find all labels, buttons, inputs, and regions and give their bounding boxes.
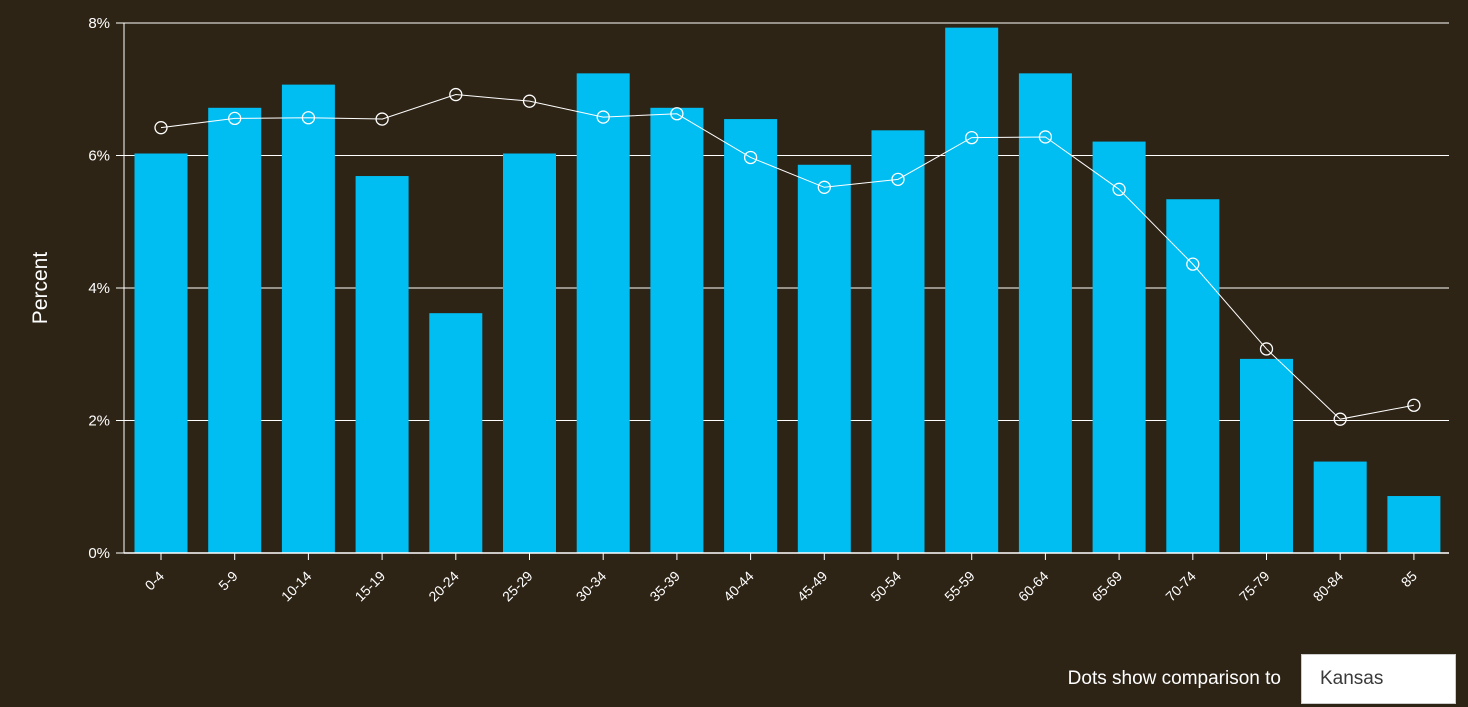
y-tick-label: 6%	[88, 148, 110, 165]
x-tick-label: 60-64	[1015, 568, 1052, 605]
comparison-dot-65-69	[1112, 182, 1126, 196]
bar-50-54	[871, 130, 925, 553]
x-tick-label: 50-54	[867, 568, 904, 605]
x-tick-label: 45-49	[794, 568, 831, 605]
x-tick-label: 40-44	[720, 568, 757, 605]
x-tick-label: 0-4	[141, 568, 167, 594]
comparison-dot-60-64	[1038, 130, 1053, 144]
x-tick-label: 85	[1398, 568, 1420, 590]
comparison-dot-50-54	[891, 172, 905, 187]
bar-20-24	[429, 313, 483, 553]
bar-75-79	[1240, 358, 1293, 553]
x-tick-label: 25-29	[499, 568, 536, 605]
x-tick-label: 70-74	[1162, 568, 1199, 605]
y-tick-label: 8%	[88, 15, 110, 32]
x-tick-label: 5-9	[215, 568, 241, 594]
x-tick-label: 65-69	[1089, 568, 1126, 605]
comparison-label: Dots show comparison to	[1067, 668, 1281, 689]
comparison-control: Dots show comparison to Kansas	[1068, 654, 1456, 704]
x-tick-label: 10-14	[278, 568, 315, 605]
x-tick-label: 35-39	[646, 568, 683, 605]
bar-60-64	[1018, 73, 1072, 553]
comparison-dot-30-34	[596, 110, 610, 124]
comparison-dot-15-19	[375, 112, 389, 126]
bar-55-59	[945, 27, 999, 553]
bar-0-4	[134, 153, 188, 553]
bar-25-29	[503, 153, 556, 553]
bar-40-44	[724, 119, 778, 553]
comparison-dot-5-9	[228, 111, 242, 126]
x-tick-label: 20-24	[425, 568, 462, 605]
y-tick-label: 0%	[88, 545, 110, 562]
comparison-dot-40-44	[743, 150, 758, 165]
y-tick-label: 4%	[88, 280, 110, 297]
y-tick-label: 2%	[88, 413, 110, 430]
bar-65-69	[1092, 141, 1146, 553]
comparison-dropdown-value: Kansas	[1320, 668, 1384, 689]
comparison-polyline	[160, 94, 1414, 420]
comparison-dot-55-59	[965, 130, 979, 145]
population-by-age-chart: 0% 2% 4% 6% 8% 0-4 5-9 10-14 15-19 20-24 25-29 30-3…	[29, 15, 1449, 605]
x-tick-label: 80-84	[1310, 568, 1347, 605]
comparison-dot-75-79	[1259, 342, 1274, 356]
bars	[134, 27, 1441, 554]
comparison-line	[154, 87, 1421, 426]
comparison-dot-35-39	[670, 107, 684, 121]
x-tick-label: 75-79	[1236, 568, 1273, 605]
y-axis-label: Percent	[29, 252, 52, 325]
comparison-dot-25-29	[522, 94, 537, 108]
comparison-dot-20-24	[449, 87, 463, 102]
comparison-dropdown[interactable]: Kansas	[1301, 654, 1456, 704]
bar-85	[1387, 496, 1441, 553]
bar-10-14	[281, 84, 335, 554]
comparison-dot-0-4	[154, 121, 168, 135]
comparison-dot-85	[1407, 398, 1421, 412]
gridlines	[124, 22, 1449, 421]
x-tick-label: 55-59	[941, 568, 978, 605]
comparison-dot-45-49	[817, 180, 831, 194]
bar-5-9	[208, 107, 262, 554]
bar-45-49	[797, 164, 851, 553]
x-tick-label: 15-19	[352, 568, 389, 605]
bar-80-84	[1313, 461, 1367, 553]
bar-35-39	[650, 107, 704, 554]
bar-70-74	[1166, 199, 1220, 553]
bar-15-19	[355, 176, 409, 553]
comparison-dot-80-84	[1333, 412, 1347, 426]
comparison-dot-10-14	[301, 111, 316, 125]
bar-30-34	[576, 73, 630, 553]
x-tick-label: 30-34	[573, 568, 610, 605]
comparison-dot-70-74	[1186, 257, 1200, 271]
